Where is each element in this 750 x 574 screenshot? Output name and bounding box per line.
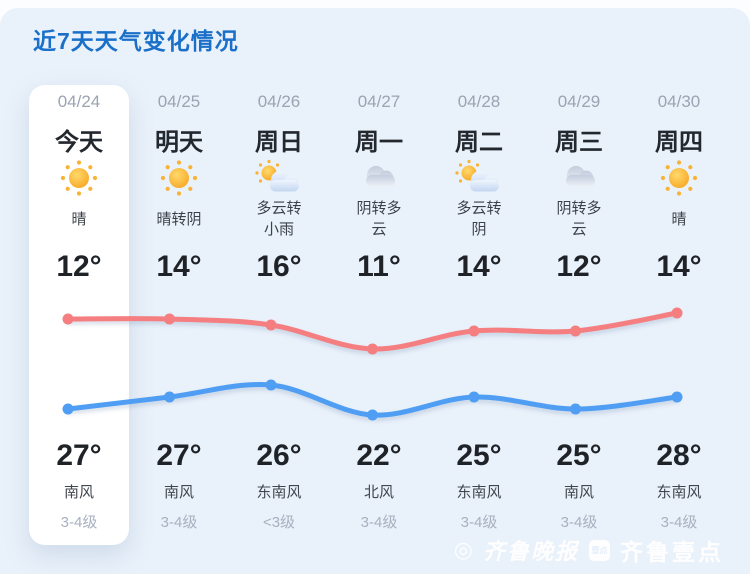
high-temperature: 27° — [56, 439, 102, 472]
wind-level: 3-4级 — [160, 513, 198, 531]
wind-level: <3级 — [262, 513, 296, 531]
condition-text: 阴转多云 — [356, 200, 402, 238]
low-temperature: 11° — [357, 250, 401, 283]
high-temperature: 26° — [256, 439, 302, 472]
wind-direction: 东南风 — [256, 483, 302, 501]
weather-icon-slot — [329, 159, 429, 197]
chart-gap — [129, 293, 229, 435]
chart-gap — [29, 293, 129, 435]
day-label: 周二 — [455, 128, 503, 156]
weather-icon-slot — [29, 159, 129, 197]
condition-text: 多云转阴 — [456, 200, 502, 238]
watermark: ◎ 齐鲁晚报 壹点 齐鲁壹点 — [454, 533, 724, 567]
weather-icon-slot — [529, 159, 629, 197]
weather-icon-slot — [229, 159, 329, 197]
wind-level: 3-4级 — [460, 513, 498, 531]
cloudy-icon — [366, 166, 395, 187]
condition-text: 阴转多云 — [556, 200, 602, 238]
day-column[interactable]: 04/26 周日 — [229, 85, 329, 545]
sunny-icon — [660, 160, 698, 196]
low-temperature: 12° — [56, 250, 102, 283]
chart-gap — [329, 293, 429, 435]
weather-icon-slot — [629, 159, 729, 197]
yidian-badge-icon: 壹点 — [589, 539, 610, 561]
condition-text: 晴 — [671, 210, 687, 228]
wind-direction: 南风 — [63, 483, 94, 501]
chart-gap — [429, 293, 529, 435]
day-column[interactable]: 04/30 周四 晴 14° 28 — [629, 85, 729, 545]
weather-icon-slot — [429, 159, 529, 197]
page-title: 近7天天气变化情况 — [33, 28, 239, 54]
high-temperature: 27° — [156, 439, 202, 472]
sunny-icon — [60, 160, 98, 196]
wind-level: 3-4级 — [560, 513, 598, 531]
day-column[interactable]: 04/28 周二 — [429, 85, 529, 545]
day-label: 周三 — [555, 128, 603, 156]
high-temperature: 25° — [556, 439, 602, 472]
condition-text: 晴转阴 — [156, 210, 202, 228]
chart-gap — [629, 293, 729, 435]
low-temperature: 16° — [256, 250, 302, 283]
chart-gap — [529, 293, 629, 435]
wind-direction: 北风 — [363, 483, 394, 501]
forecast-board: 04/24 今天 晴 12° 27 — [29, 85, 729, 545]
day-date: 04/24 — [57, 92, 101, 111]
wind-direction: 南风 — [563, 483, 594, 501]
cloudy-icon — [566, 166, 595, 187]
weather-icon-slot — [129, 159, 229, 197]
chart-gap — [229, 293, 329, 435]
day-label: 周四 — [655, 128, 703, 156]
wind-level: 3-4级 — [60, 513, 98, 531]
day-date: 04/25 — [157, 92, 201, 111]
day-label: 周日 — [255, 128, 303, 156]
wind-direction: 东南风 — [656, 483, 702, 501]
low-temperature: 14° — [456, 250, 502, 283]
watermark-paper-name: 齐鲁晚报 — [482, 539, 579, 565]
wind-level: 3-4级 — [360, 513, 398, 531]
day-date: 04/28 — [457, 92, 501, 111]
day-label: 今天 — [55, 128, 103, 156]
low-temperature: 12° — [556, 250, 602, 283]
wind-direction: 南风 — [163, 483, 194, 501]
day-label: 周一 — [355, 128, 403, 156]
watermark-app-name: 齐鲁壹点 — [620, 539, 724, 565]
wind-level: 3-4级 — [660, 513, 698, 531]
paper-logo-icon: ◎ — [453, 537, 473, 563]
day-column[interactable]: 04/29 周三 阴转多云 12° 25° 南风 3-4级 — [529, 85, 629, 545]
partly-cloudy-icon — [455, 159, 499, 192]
low-temperature: 14° — [156, 250, 202, 283]
day-column[interactable]: 04/24 今天 晴 12° 27 — [29, 85, 129, 545]
condition-text: 晴 — [71, 210, 87, 228]
low-temperature: 14° — [656, 250, 702, 283]
day-date: 04/30 — [657, 92, 701, 111]
high-temperature: 22° — [356, 439, 402, 472]
day-column[interactable]: 04/27 周一 阴转多云 11° 22° 北风 3-4级 — [329, 85, 429, 545]
day-label: 明天 — [155, 128, 203, 156]
condition-text: 多云转小雨 — [256, 200, 302, 238]
day-column[interactable]: 04/25 明天 晴转阴 14° — [129, 85, 229, 545]
day-date: 04/27 — [357, 92, 401, 111]
partly-cloudy-icon — [255, 159, 299, 192]
wind-direction: 东南风 — [456, 483, 502, 501]
day-date: 04/26 — [257, 92, 301, 111]
day-date: 04/29 — [557, 92, 601, 111]
day-columns: 04/24 今天 晴 12° 27 — [29, 85, 729, 545]
high-temperature: 25° — [456, 439, 502, 472]
high-temperature: 28° — [656, 439, 702, 472]
sunny-icon — [160, 160, 198, 196]
